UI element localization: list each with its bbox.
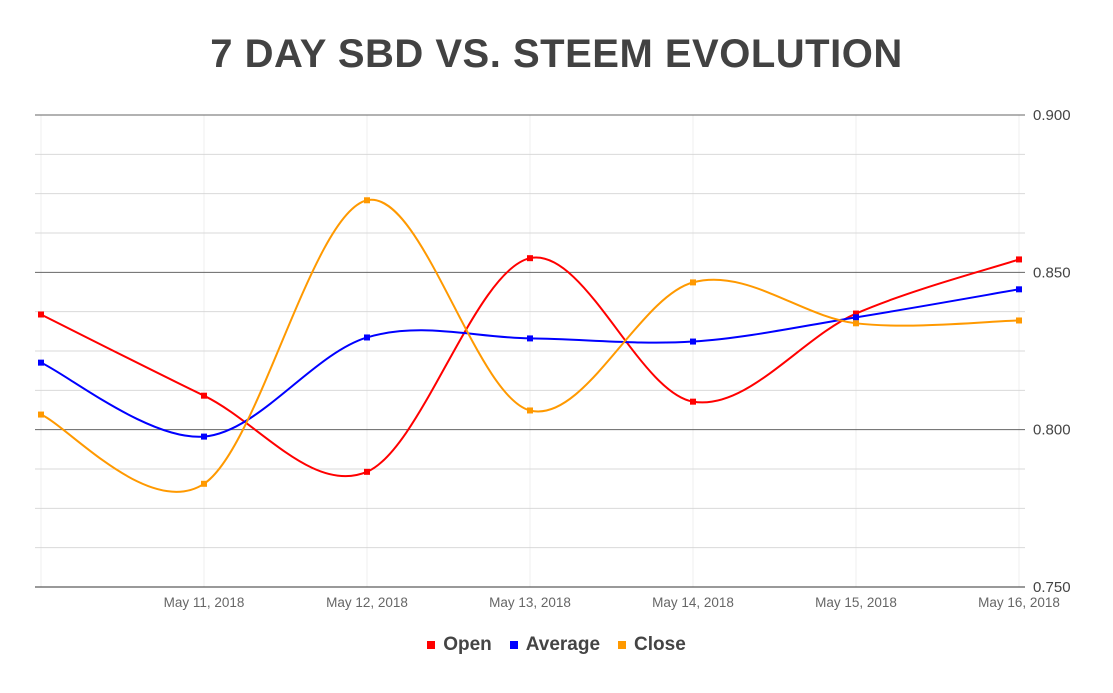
series-open xyxy=(38,255,1022,478)
data-point xyxy=(364,334,370,341)
series-close xyxy=(38,197,1022,493)
x-tick-label: May 14, 2018 xyxy=(652,595,734,610)
data-point xyxy=(201,433,207,440)
x-tick-label: May 16, 2018 xyxy=(978,595,1060,610)
y-tick-label: 0.900 xyxy=(1033,107,1071,124)
legend-item-open: Open xyxy=(427,634,492,656)
data-point xyxy=(364,197,370,204)
y-tick-label: 0.750 xyxy=(1033,579,1071,596)
data-point xyxy=(853,310,859,317)
legend-swatch xyxy=(618,641,627,649)
data-point xyxy=(527,335,533,342)
data-point xyxy=(38,311,44,318)
legend-label: Open xyxy=(443,634,492,655)
data-point xyxy=(38,359,44,366)
x-tick-label: May 11, 2018 xyxy=(164,595,245,610)
data-point xyxy=(527,255,533,262)
legend: Open Average Close xyxy=(0,634,1113,656)
chart-title: 7 DAY SBD VS. STEEM EVOLUTION xyxy=(210,32,903,76)
legend-item-close: Close xyxy=(618,634,686,656)
data-point xyxy=(853,314,859,321)
legend-swatch xyxy=(427,641,436,649)
legend-label: Close xyxy=(634,634,686,655)
data-point xyxy=(853,320,859,327)
y-tick-label: 0.800 xyxy=(1033,422,1071,439)
legend-item-average: Average xyxy=(509,634,601,656)
legend-label: Average xyxy=(525,634,601,655)
legend-swatch xyxy=(509,641,518,649)
x-tick-label: May 15, 2018 xyxy=(815,595,897,610)
data-point xyxy=(201,480,207,487)
data-point xyxy=(690,338,696,345)
data-point xyxy=(690,279,696,286)
data-point xyxy=(38,411,44,418)
x-tick-label: May 12, 2018 xyxy=(326,595,408,610)
data-point xyxy=(1016,286,1022,293)
data-point xyxy=(364,468,370,475)
x-tick-label: May 13, 2018 xyxy=(489,595,571,610)
data-point xyxy=(527,407,533,414)
data-point xyxy=(201,392,207,399)
data-point xyxy=(1016,256,1022,263)
data-point xyxy=(690,398,696,405)
y-tick-label: 0.850 xyxy=(1033,264,1071,281)
data-point xyxy=(1016,317,1022,324)
series-average xyxy=(38,286,1022,440)
